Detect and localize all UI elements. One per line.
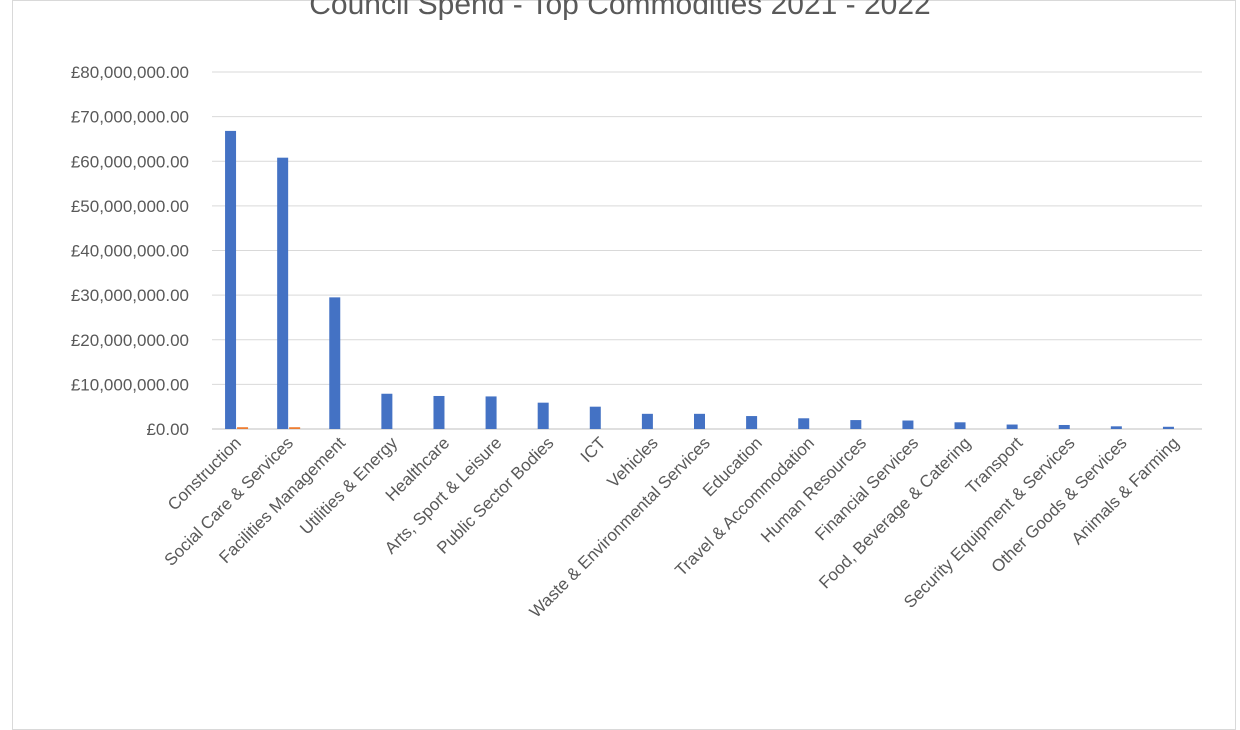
bar-primary	[277, 157, 289, 429]
bar-primary	[746, 416, 758, 429]
y-tick-label: £0.00	[146, 420, 189, 439]
chart-area	[12, 0, 1236, 730]
bar-secondary	[289, 427, 301, 429]
bar-secondary	[237, 427, 249, 429]
bar-primary	[902, 420, 914, 429]
bar-primary	[694, 413, 705, 429]
bar-primary	[1110, 426, 1122, 429]
bar-primary	[485, 396, 497, 429]
bar-primary	[329, 297, 341, 429]
bar-primary	[1162, 426, 1174, 429]
bar-primary	[537, 402, 549, 429]
y-tick-label: £20,000,000.00	[71, 331, 189, 350]
y-tick-label: £60,000,000.00	[71, 152, 189, 171]
y-tick-label: £50,000,000.00	[71, 197, 189, 216]
bar-primary	[225, 130, 237, 429]
x-category-label: ICT	[577, 433, 610, 466]
bar-primary	[433, 395, 445, 429]
y-tick-label: £80,000,000.00	[71, 63, 189, 82]
y-tick-label: £40,000,000.00	[71, 242, 189, 261]
bar-primary	[381, 393, 393, 429]
bar-primary	[1058, 424, 1070, 429]
bar-primary	[798, 418, 810, 429]
bar-primary	[1006, 424, 1018, 429]
y-tick-label: £70,000,000.00	[71, 108, 189, 127]
bar-primary	[954, 422, 966, 429]
bar-primary	[589, 406, 601, 429]
bar-primary	[850, 420, 862, 429]
bar-primary	[641, 413, 653, 429]
x-category-label: Utilities & Energy	[296, 433, 401, 538]
y-tick-label: £10,000,000.00	[71, 375, 189, 394]
y-tick-label: £30,000,000.00	[71, 286, 189, 305]
chart-title: Council Spend - Top Commodities 2021 - 2…	[309, 0, 931, 21]
